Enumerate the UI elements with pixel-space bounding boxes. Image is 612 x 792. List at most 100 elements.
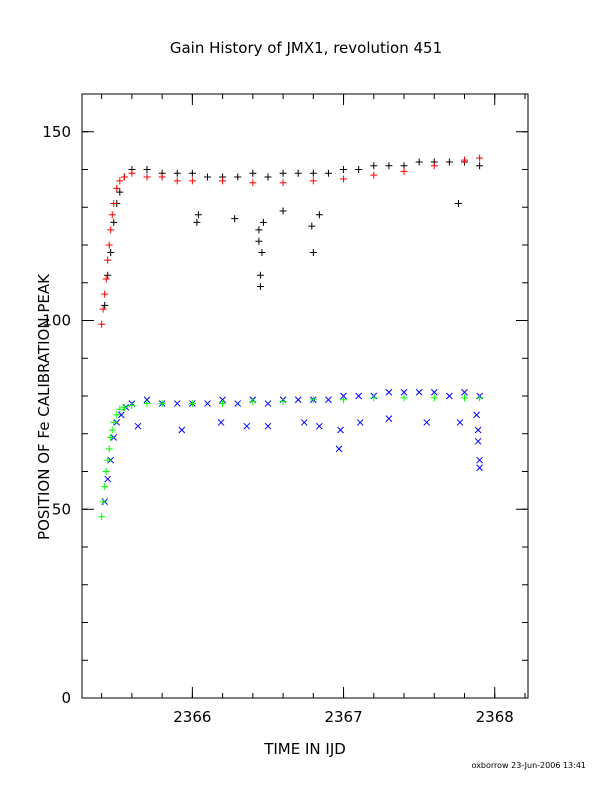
data-point bbox=[309, 396, 317, 404]
data-point bbox=[108, 426, 116, 434]
x-tick-label: 2366 bbox=[173, 708, 211, 726]
data-point bbox=[279, 398, 287, 406]
data-point bbox=[259, 218, 267, 226]
data-point bbox=[116, 405, 124, 413]
data-point bbox=[309, 169, 317, 177]
data-point bbox=[385, 388, 393, 396]
data-point bbox=[243, 422, 251, 430]
data-point bbox=[476, 456, 483, 464]
data-point bbox=[117, 411, 125, 419]
data-point bbox=[335, 445, 343, 453]
data-point bbox=[337, 426, 344, 434]
data-point bbox=[120, 173, 128, 181]
y-tick-label: 150 bbox=[42, 123, 71, 141]
data-point bbox=[193, 218, 201, 226]
series-5 bbox=[98, 394, 484, 521]
data-point bbox=[104, 256, 112, 264]
data-point bbox=[294, 396, 302, 404]
data-point bbox=[264, 422, 272, 430]
data-point bbox=[279, 169, 287, 177]
data-point bbox=[173, 169, 181, 177]
data-point bbox=[264, 173, 272, 181]
data-point bbox=[113, 184, 121, 192]
data-point bbox=[98, 320, 106, 328]
data-point bbox=[102, 468, 110, 475]
data-point bbox=[99, 305, 107, 313]
data-point bbox=[143, 173, 151, 181]
data-point bbox=[158, 173, 166, 181]
data-point bbox=[309, 177, 317, 185]
data-point bbox=[385, 415, 393, 423]
y-tick-label: 50 bbox=[52, 500, 71, 518]
data-point bbox=[194, 211, 202, 219]
data-point bbox=[255, 226, 263, 234]
data-point bbox=[110, 199, 118, 207]
x-axis-title: TIME IN IJD bbox=[263, 740, 346, 758]
data-point bbox=[255, 237, 263, 245]
data-point bbox=[324, 169, 332, 177]
data-point bbox=[430, 162, 438, 170]
data-point bbox=[279, 179, 287, 187]
data-point bbox=[473, 411, 480, 419]
data-point bbox=[143, 400, 151, 408]
data-point bbox=[446, 392, 453, 400]
data-point bbox=[340, 166, 348, 173]
data-point bbox=[134, 422, 142, 430]
data-point bbox=[101, 483, 109, 491]
data-point bbox=[234, 173, 242, 181]
data-point bbox=[461, 394, 469, 402]
data-point bbox=[99, 498, 107, 506]
data-point bbox=[219, 396, 226, 404]
data-point bbox=[107, 226, 115, 234]
data-point bbox=[456, 419, 464, 426]
data-point bbox=[116, 188, 124, 196]
data-point bbox=[370, 171, 378, 179]
data-point bbox=[104, 456, 112, 464]
data-point bbox=[340, 175, 348, 183]
data-point bbox=[400, 388, 408, 396]
plot-frame bbox=[81, 93, 529, 699]
data-point bbox=[219, 177, 227, 185]
data-point bbox=[370, 162, 378, 170]
data-point bbox=[461, 156, 469, 164]
series-0 bbox=[101, 158, 484, 309]
data-point bbox=[430, 388, 438, 396]
data-point bbox=[316, 422, 323, 430]
data-point bbox=[143, 396, 151, 404]
chart-title: Gain History of JMX1, revolution 451 bbox=[170, 39, 442, 57]
data-point bbox=[279, 207, 287, 215]
axes-layer: 2366 2367 2368 0 50 100 150 bbox=[42, 93, 528, 726]
y-tick-label: 100 bbox=[42, 312, 71, 330]
data-point bbox=[104, 271, 112, 279]
data-point bbox=[128, 401, 136, 409]
data-point bbox=[101, 301, 109, 309]
data-point bbox=[476, 394, 484, 402]
data-point bbox=[355, 392, 363, 400]
data-point bbox=[256, 283, 264, 291]
data-point bbox=[309, 249, 317, 257]
data-point bbox=[476, 162, 484, 170]
data-marks bbox=[98, 154, 484, 521]
data-point bbox=[188, 177, 196, 185]
data-point bbox=[120, 403, 128, 411]
data-point bbox=[400, 167, 408, 175]
series-4 bbox=[134, 411, 483, 472]
data-point bbox=[474, 437, 482, 445]
data-point bbox=[101, 290, 109, 298]
footer-timestamp: oxborrow 23-Jun-2006 13:41 bbox=[472, 761, 586, 770]
data-point bbox=[315, 211, 323, 219]
data-point bbox=[258, 249, 266, 257]
y-axis-title: POSITION OF Fe CALIBRATION PEAK bbox=[35, 273, 53, 540]
data-point bbox=[356, 419, 364, 426]
data-point bbox=[173, 177, 181, 185]
data-point bbox=[476, 464, 483, 472]
data-point bbox=[107, 434, 115, 442]
data-point bbox=[203, 173, 211, 181]
data-point bbox=[325, 396, 332, 404]
data-point bbox=[234, 400, 242, 407]
data-point bbox=[249, 169, 257, 177]
data-point bbox=[370, 394, 378, 402]
data-point bbox=[385, 162, 393, 170]
data-point bbox=[178, 426, 186, 434]
